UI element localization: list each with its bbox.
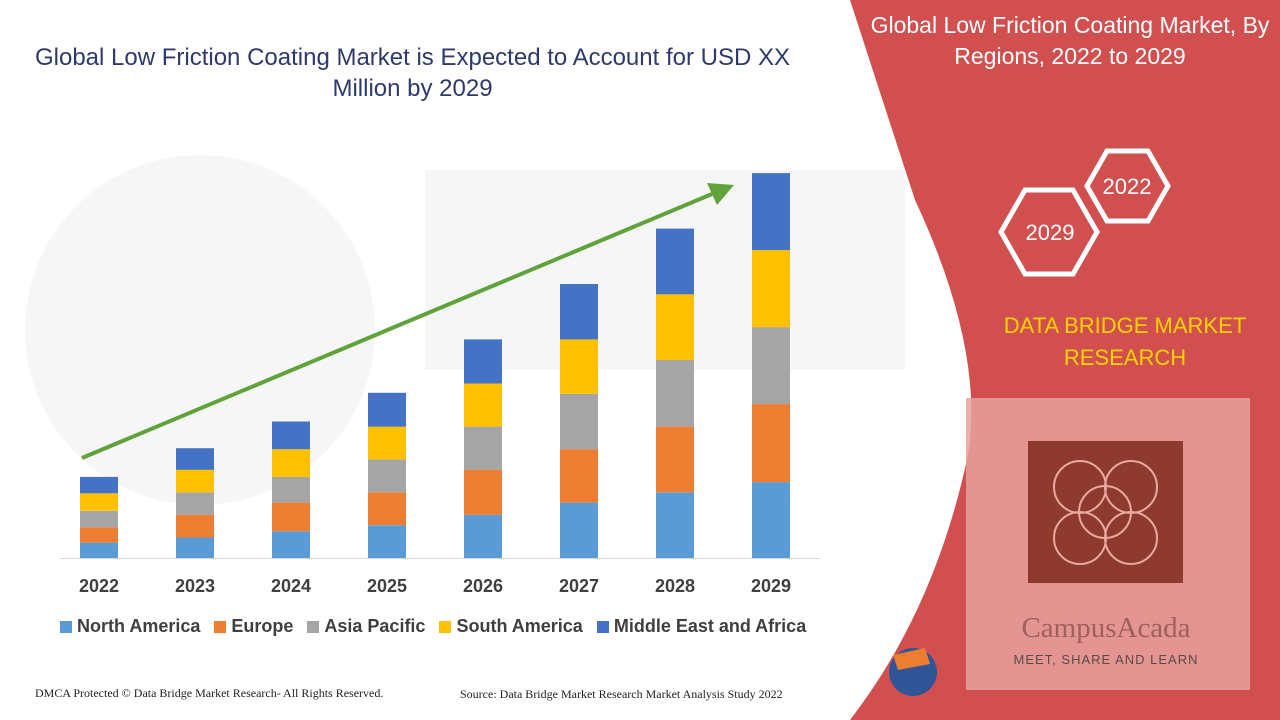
bar-2025-series-0 (368, 525, 406, 558)
bar-2028-series-3 (656, 294, 694, 360)
copyright-notice: DMCA Protected © Data Bridge Market Rese… (35, 686, 384, 700)
legend-item-middle-east-africa: Middle East and Africa (596, 616, 807, 637)
bar-2026-series-0 (464, 514, 502, 558)
bar-2029-series-3 (752, 250, 790, 328)
hex-label-2029: 2029 (1026, 220, 1075, 245)
hexagon-2022 (1084, 148, 1171, 224)
bar-2027-series-4 (560, 284, 598, 340)
source-note: Source: Data Bridge Market Research Mark… (460, 687, 783, 701)
bar-2025-series-2 (368, 459, 406, 493)
bar-2022-series-2 (80, 510, 118, 528)
bar-layer (80, 173, 790, 558)
trend-arrow-line (81, 192, 713, 460)
bar-2026-series-4 (464, 339, 502, 384)
legend-swatch (60, 620, 72, 633)
bar-2026-series-2 (464, 426, 502, 470)
bar-2028-series-1 (656, 426, 694, 493)
legend-label: Middle East and Africa (613, 616, 807, 636)
bar-2024-series-2 (272, 476, 310, 503)
legend-swatch (307, 620, 320, 633)
x-tick-label-2022: 2022 (79, 576, 119, 596)
x-tick-label-2024: 2024 (271, 576, 311, 596)
campusacada-watermark-name: CampusAcada (1021, 612, 1191, 644)
bar-2029-series-1 (752, 404, 790, 483)
x-tick-label-2023: 2023 (175, 576, 215, 596)
bar-2024-series-1 (272, 502, 310, 532)
bar-2029-series-0 (752, 482, 790, 558)
chart-legend: North America Europe Asia Pacific South … (60, 616, 840, 637)
chart-title: Global Low Friction Coating Market is Ex… (34, 44, 790, 102)
x-tick-label-2029: 2029 (751, 576, 791, 596)
bar-2026-series-1 (464, 469, 502, 515)
bar-2023-series-4 (176, 448, 214, 470)
data-bridge-logo-icon (889, 648, 937, 696)
x-tick-layer: 2022 2023 2024 2025 2026 2027 2028 2029 (79, 576, 791, 596)
legend-label: South America (456, 616, 583, 636)
bar-2025-series-1 (368, 492, 406, 526)
bar-2023-series-2 (176, 492, 214, 515)
hex-label-2022: 2022 (1103, 174, 1152, 199)
bar-2024-series-0 (272, 531, 310, 558)
brand-name: DATA BRIDGE MARKET RESEARCH (1003, 313, 1247, 370)
bar-2022-series-4 (80, 476, 118, 494)
bar-2024-series-4 (272, 421, 310, 450)
legend-label: North America (77, 616, 201, 636)
legend-item-asia-pacific: Asia Pacific (307, 616, 425, 637)
bar-2023-series-3 (176, 469, 214, 493)
x-tick-label-2025: 2025 (367, 576, 407, 596)
legend-item-north-america: North America (60, 616, 200, 637)
legend-swatch (596, 620, 609, 633)
bar-2023-series-0 (176, 537, 214, 558)
x-tick-label-2026: 2026 (463, 576, 503, 596)
bar-2029-series-4 (752, 173, 790, 251)
bar-2026-series-3 (464, 383, 502, 427)
bar-2028-series-2 (656, 359, 694, 427)
campusacada-logo-square (1028, 441, 1183, 583)
legend-item-europe: Europe (214, 616, 293, 637)
legend-label: Asia Pacific (324, 616, 426, 636)
legend-swatch (439, 620, 452, 633)
hexagon-2029 (998, 187, 1100, 277)
bar-2025-series-3 (368, 426, 406, 460)
legend-label: Europe (231, 616, 294, 636)
trend-arrow-head (707, 183, 734, 205)
legend-item-south-america: South America (439, 616, 583, 637)
bar-2024-series-3 (272, 449, 310, 477)
bar-2027-series-2 (560, 393, 598, 450)
bar-2028-series-4 (656, 228, 694, 295)
bar-2027-series-1 (560, 449, 598, 503)
bar-2025-series-4 (368, 392, 406, 427)
bar-2027-series-3 (560, 339, 598, 394)
campusacada-watermark-tagline: MEET, SHARE AND LEARN (1013, 652, 1199, 667)
bar-2027-series-0 (560, 502, 598, 558)
legend-swatch (214, 620, 227, 633)
side-panel-title: Global Low Friction Coating Market, By R… (870, 12, 1270, 69)
bar-2029-series-2 (752, 327, 790, 405)
bar-2022-series-3 (80, 493, 118, 511)
bar-2022-series-1 (80, 527, 118, 543)
bar-2028-series-0 (656, 492, 694, 558)
x-tick-label-2028: 2028 (655, 576, 695, 596)
campusacada-logo-pattern (1053, 460, 1158, 565)
x-tick-label-2027: 2027 (559, 576, 599, 596)
bar-2022-series-0 (80, 542, 118, 558)
bar-2023-series-1 (176, 514, 214, 538)
